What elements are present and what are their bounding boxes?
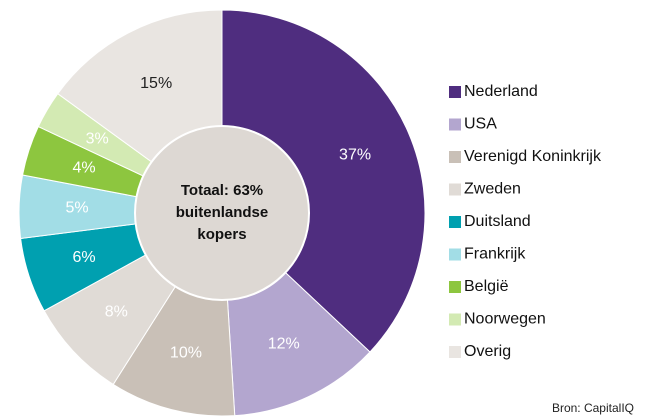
- value-label: 37%: [339, 147, 371, 164]
- value-label: 8%: [105, 303, 128, 320]
- legend-swatch: [449, 346, 461, 358]
- legend-swatch: [449, 151, 461, 163]
- value-label: 3%: [86, 130, 109, 147]
- center-label: Totaal: 63%: [181, 182, 263, 199]
- center-label: kopers: [197, 226, 246, 243]
- value-label: 10%: [170, 345, 202, 362]
- legend-swatch: [449, 281, 461, 293]
- legend-swatch: [449, 183, 461, 196]
- center-label: buitenlandse: [176, 204, 269, 221]
- legend-swatch: [449, 313, 461, 326]
- value-label: 12%: [268, 335, 300, 352]
- legend-swatch: [449, 118, 461, 131]
- legend-swatch: [449, 248, 461, 261]
- legend-label: Duitsland: [464, 213, 531, 230]
- legend-label: Noorwegen: [464, 311, 546, 328]
- value-label: 15%: [140, 75, 172, 92]
- source: Bron: CapitalIQ: [552, 401, 634, 415]
- legend-label: USA: [464, 116, 497, 133]
- legend-swatch: [449, 216, 461, 228]
- value-label: 6%: [73, 249, 96, 266]
- value-label: 4%: [73, 159, 96, 176]
- slice: [221, 9, 426, 353]
- legend-label: Zweden: [464, 181, 521, 198]
- center-circle: [134, 125, 310, 301]
- legend-label: Frankrijk: [464, 246, 526, 263]
- legend-swatch: [449, 86, 461, 98]
- legend-label: België: [464, 278, 509, 295]
- legend-label: Verenigd Koninkrijk: [464, 148, 602, 165]
- legend-label: Nederland: [464, 83, 538, 100]
- value-label: 5%: [66, 200, 89, 217]
- legend-label: Overig: [464, 343, 511, 360]
